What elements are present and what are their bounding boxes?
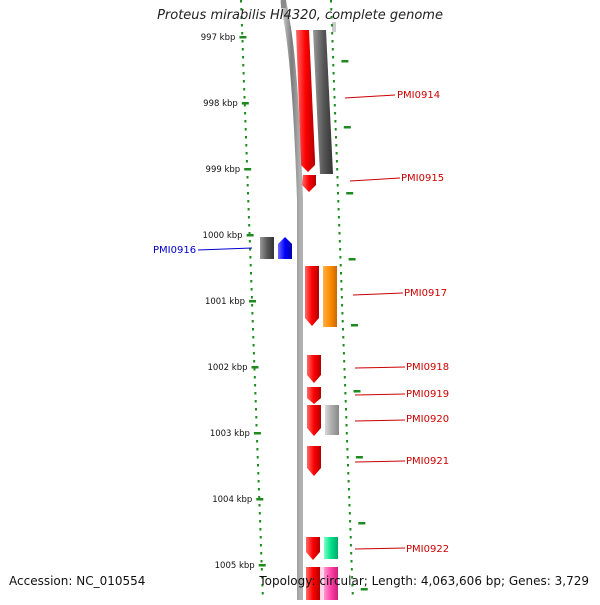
- leader-line-pmi0921: [354, 460, 406, 463]
- cds-arrow-pmi0918: [307, 355, 321, 383]
- tick-label: 1002 kbp: [207, 363, 247, 373]
- gene-label-pmi0917: PMI0917: [404, 288, 447, 299]
- tick-label: 1001 kbp: [205, 297, 245, 307]
- leader-line-pmi0915: [349, 177, 401, 182]
- tick-mark-right: [353, 390, 361, 393]
- dotted-track-right: [330, 0, 354, 595]
- leader-line-pmi0916: [197, 247, 253, 251]
- tick-mark-left: [246, 234, 254, 237]
- tick-label: 1005 kbp: [215, 561, 255, 571]
- blast-hit-orange: [323, 266, 337, 327]
- tick-mark-right: [358, 522, 366, 525]
- blast-hit-dark-1: [313, 30, 333, 174]
- leader-line-pmi0922: [354, 547, 406, 550]
- blast-hit-green: [324, 537, 338, 559]
- cds-arrow-pmi0916: [278, 237, 292, 259]
- dotted-track-left: [240, 0, 264, 595]
- blast-hit-dark-2: [260, 237, 274, 259]
- cds-features: [278, 30, 321, 600]
- tick-mark-left: [256, 498, 264, 501]
- genome-backbone: [280, 0, 303, 600]
- blast-hit-pink-light: [320, 567, 324, 600]
- tick-label: 1004 kbp: [212, 495, 252, 505]
- gene-label-pmi0920: PMI0920: [406, 414, 449, 425]
- cds-arrow-pmi0919: [307, 387, 321, 404]
- tick-mark-right: [346, 192, 354, 195]
- tick-group: 997 kbp 998 kbp 999 kbp 1000 kbp 1001 kbp 100…: [201, 33, 368, 591]
- tick-mark-right: [343, 126, 351, 129]
- backbone-cap: [281, 0, 286, 8]
- gene-label-pmi0914: PMI0914: [397, 90, 440, 101]
- tick-label: 998 kbp: [203, 99, 238, 109]
- cds-arrow-pmi0922: [306, 537, 320, 560]
- leader-line-pmi0917: [352, 292, 404, 296]
- blast-hit-pink: [324, 567, 338, 600]
- leader-line-pmi0918: [354, 366, 406, 369]
- leader-line-pmi0914: [344, 94, 396, 99]
- tick-label: 1000 kbp: [203, 231, 243, 241]
- tick-mark-right: [351, 324, 358, 327]
- tick-label: 1003 kbp: [210, 429, 250, 439]
- blast-hits: [260, 30, 339, 600]
- tick-mark-left: [258, 564, 266, 567]
- genome-summary: Topology: circular; Length: 4,063,606 bp…: [259, 574, 589, 588]
- gene-labels: PMI0914 PMI0915 PMI0916 PMI0917 PMI0918 …: [153, 90, 449, 555]
- gene-label-pmi0915: PMI0915: [401, 173, 444, 184]
- gene-label-pmi0921: PMI0921: [406, 456, 449, 467]
- backbone-cap-right: [332, 22, 336, 32]
- cds-arrow-pmi0920: [307, 405, 321, 436]
- tick-mark-left: [251, 366, 259, 369]
- cds-arrow-pmi0914: [296, 30, 315, 172]
- tick-mark-left: [241, 102, 249, 105]
- tick-mark-right: [348, 258, 356, 261]
- leader-line-pmi0920: [354, 419, 406, 422]
- gene-label-pmi0919: PMI0919: [406, 389, 449, 400]
- gene-label-pmi0916: PMI0916: [153, 245, 196, 256]
- genome-title: Proteus mirabilis HI4320, complete genom…: [157, 8, 443, 23]
- tick-mark-right: [355, 456, 363, 459]
- tick-mark-left: [249, 300, 256, 303]
- leader-line-pmi0919: [354, 393, 406, 396]
- cds-arrow-pmi0915: [302, 175, 316, 192]
- tick-mark-left: [239, 36, 247, 39]
- blast-hit-light: [325, 405, 339, 435]
- tick-mark-left: [244, 168, 252, 171]
- cds-arrow-pmi0921: [307, 446, 321, 476]
- tick-label: 999 kbp: [206, 165, 241, 175]
- gene-label-pmi0922: PMI0922: [406, 544, 449, 555]
- tick-mark-right: [341, 60, 349, 63]
- gene-label-pmi0918: PMI0918: [406, 362, 449, 373]
- cds-arrow-pmi0917: [305, 266, 319, 326]
- tick-mark-right: [360, 588, 368, 591]
- tick-mark-left: [253, 432, 261, 435]
- tick-label: 997 kbp: [201, 33, 236, 43]
- accession-label: Accession: NC_010554: [9, 574, 146, 588]
- dotted-tracks: [240, 0, 354, 595]
- cds-arrow-next: [306, 567, 320, 600]
